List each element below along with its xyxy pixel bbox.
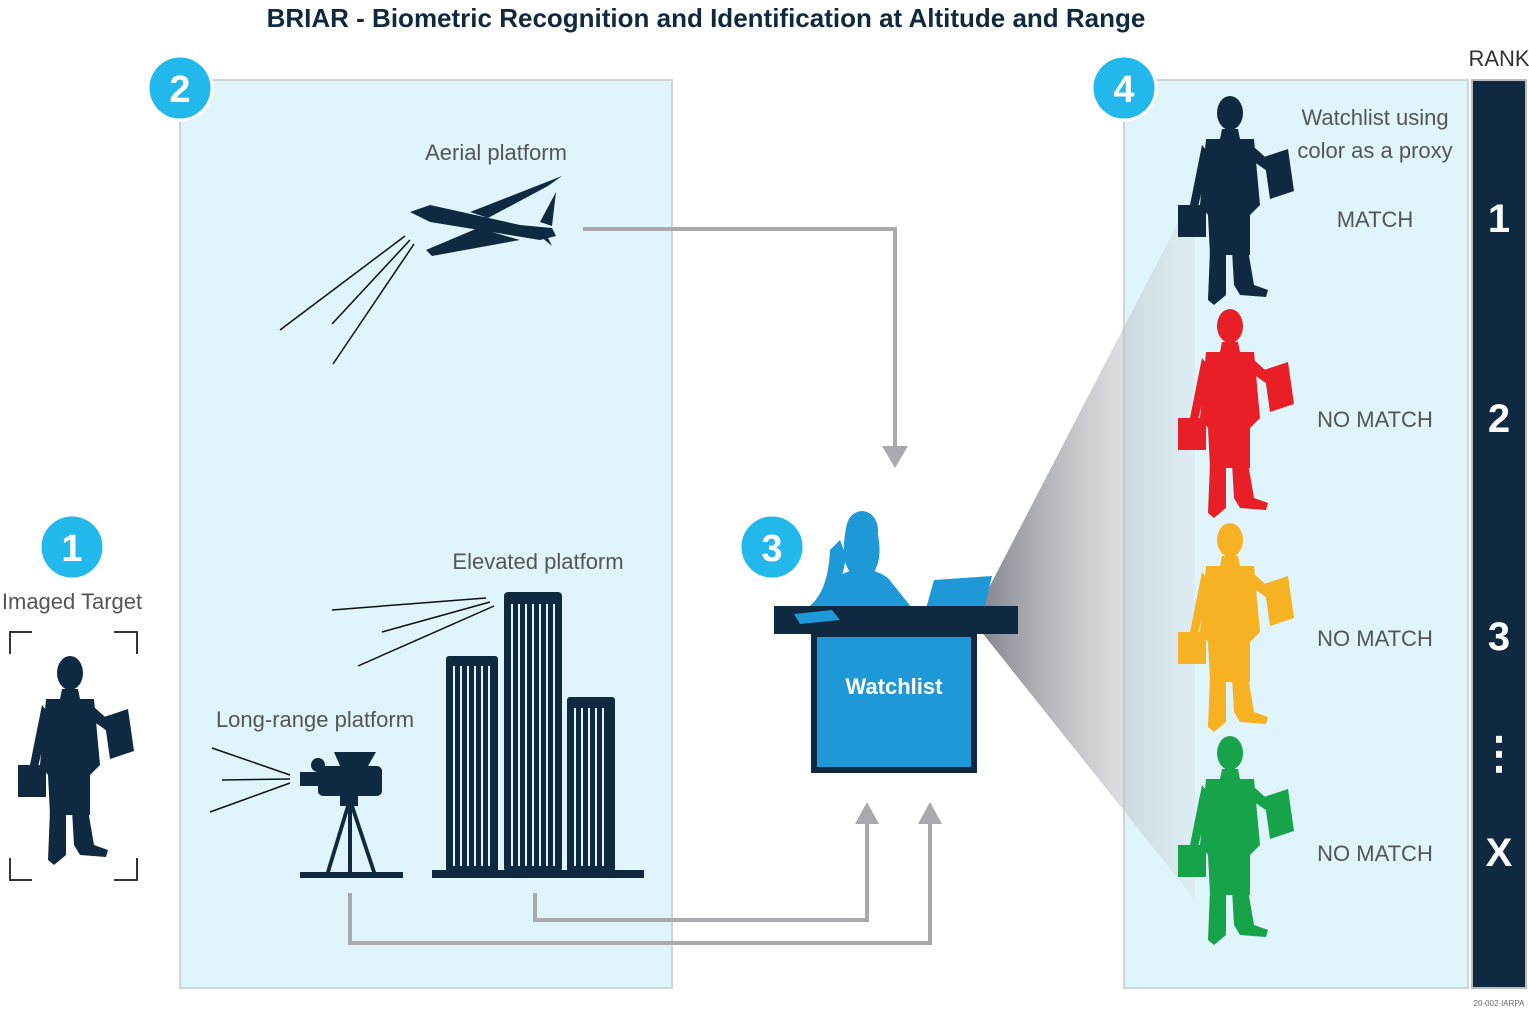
building-windows xyxy=(453,604,604,866)
candidate-2: NO MATCH 2 xyxy=(1178,309,1510,518)
candidate-1: MATCH 1 xyxy=(1178,96,1510,305)
footer-code: 20-002-IARPA xyxy=(1474,999,1526,1008)
drone-icon xyxy=(410,176,562,256)
rank-ellipsis: ⋮ xyxy=(1477,729,1521,778)
watchlist-note-line1: Watchlist using xyxy=(1301,105,1448,130)
target-frame xyxy=(9,631,138,881)
elevated-to-watchlist-arrow xyxy=(533,822,869,922)
operator-icon xyxy=(800,511,912,618)
step-badge-4: 4 xyxy=(1090,54,1158,122)
match-label: NO MATCH xyxy=(1317,841,1433,866)
desk-phone xyxy=(794,610,840,624)
rank-value: 3 xyxy=(1488,615,1510,659)
rank-bar xyxy=(1471,79,1527,989)
step-badge-2: 2 xyxy=(146,54,214,122)
rank-header: RANK xyxy=(1468,46,1529,71)
long-range-sensor-rays xyxy=(209,747,291,813)
watchlist-beam xyxy=(980,190,1195,900)
watchlist-note-line2: color as a proxy xyxy=(1297,138,1452,163)
svg-text:4: 4 xyxy=(1113,69,1134,111)
step-badge-3: 3 xyxy=(738,513,806,581)
arrow-heads xyxy=(855,446,942,824)
svg-text:1: 1 xyxy=(61,528,82,570)
aerial-to-watchlist-arrow xyxy=(583,227,897,450)
imaged-target-label: Imaged Target xyxy=(2,589,142,614)
match-label: NO MATCH xyxy=(1317,407,1433,432)
watchlist-label: Watchlist xyxy=(846,674,944,699)
match-label: MATCH xyxy=(1337,207,1414,232)
long-range-to-watchlist-arrow xyxy=(348,822,932,945)
rank-value: 1 xyxy=(1488,197,1510,241)
elevated-platform-label: Elevated platform xyxy=(452,549,623,574)
match-label: NO MATCH xyxy=(1317,626,1433,651)
svg-text:3: 3 xyxy=(761,528,782,570)
candidate-3: NO MATCH 3 xyxy=(1178,523,1510,732)
svg-text:2: 2 xyxy=(169,69,190,111)
watchlist-desk xyxy=(811,631,977,773)
diagram-title: BRIAR - Biometric Recognition and Identi… xyxy=(267,3,1146,33)
aerial-platform-label: Aerial platform xyxy=(425,140,567,165)
step-badge-1: 1 xyxy=(38,513,106,581)
flow-arrows xyxy=(348,227,932,945)
businessman-icon xyxy=(18,656,134,865)
long-range-platform-label: Long-range platform xyxy=(216,707,414,732)
candidate-4: NO MATCH X xyxy=(1178,736,1513,945)
rank-value: 2 xyxy=(1488,397,1510,441)
video-camera-icon xyxy=(300,752,403,878)
aerial-sensor-rays xyxy=(279,235,415,365)
elevated-sensor-rays xyxy=(331,597,495,667)
rank-value: X xyxy=(1486,831,1513,875)
